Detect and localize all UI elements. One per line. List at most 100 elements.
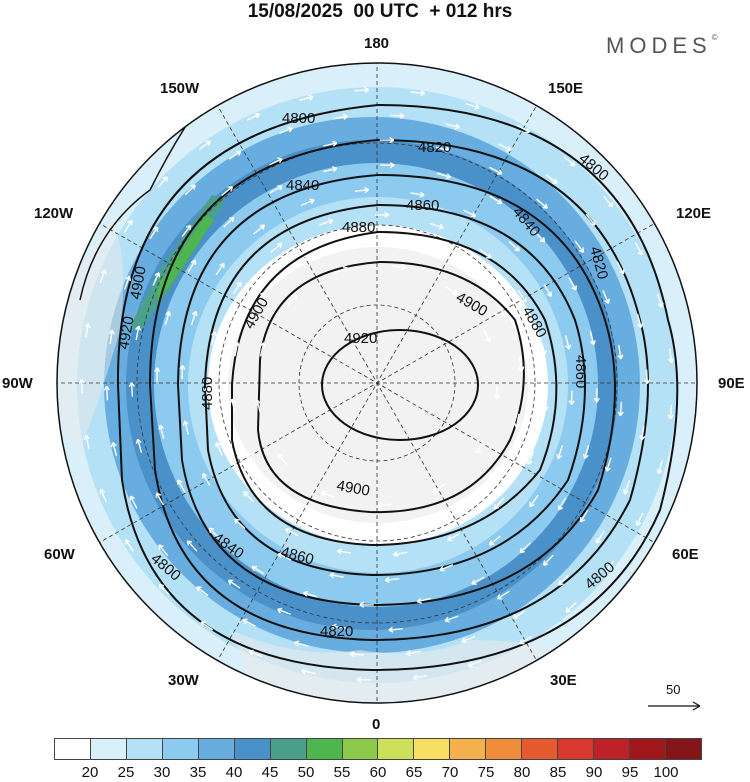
wind-arrow [635,512,644,526]
lon-label-180: 180 [364,35,390,52]
wind-arrow [390,526,405,533]
colorbar-swatch [414,739,451,759]
wind-arrow [228,150,242,160]
wind-arrow [517,289,527,303]
reference-vector-label: 50 [666,682,681,697]
wind-arrow [277,453,288,466]
wind-arrow [152,272,161,286]
wind-arrow [157,176,168,188]
wind-arrow [616,261,625,275]
lon-label-30w: 30W [168,672,199,689]
colorbar-tick-label: 100 [653,764,679,781]
wind-arrow [465,102,480,110]
wind-arrow [84,323,91,338]
colorbar-tick-label: 50 [297,764,315,781]
wind-arrow [585,213,596,226]
lon-label-150w: 150W [160,80,200,97]
wind-arrow [574,240,585,253]
wind-arrow [462,209,477,218]
colorbar-tick-label: 95 [621,764,639,781]
wind-arrow [436,172,452,180]
contour-label: 4840 [286,177,319,194]
wind-arrow [243,490,254,503]
contour-4920 [321,329,479,441]
wind-arrow [429,222,444,230]
wind-arrow [181,224,192,237]
wind-arrow [354,187,370,194]
wind-arrow [259,342,266,357]
wind-arrow [135,325,142,340]
map-boundary [56,62,698,704]
wind-arrow [251,565,265,575]
lon-label-150e: 150E [548,80,584,97]
wind-arrow [604,560,615,573]
wind-arrow [99,488,107,503]
contour-4840 [176,173,616,607]
wind-arrow [177,479,186,493]
graticule [57,63,697,703]
wind-arrow [498,143,512,152]
wind-arrow [542,554,554,566]
wind-arrow [602,290,610,304]
wind-arrow [149,226,159,240]
wind-arrow [349,651,365,658]
wind-arrow [78,378,85,394]
wind-arrow [405,241,421,248]
contour-label: 4820 [320,623,353,640]
wind-arrow [124,539,134,552]
wind-arrow [184,184,196,196]
wind-arrow [565,601,577,613]
contour-label: 4800 [282,110,315,127]
wind-arrow [283,496,297,506]
wind-arrow [508,240,520,252]
wind-arrow [203,386,210,402]
wind-arrow [155,492,165,506]
wind-arrow [296,255,310,265]
wind-arrow [356,676,372,683]
wind-arrow [545,173,558,184]
wind-arrow [634,242,644,256]
brand-name: MODES [606,33,712,58]
wind-arrow [445,123,460,130]
wind-arrow [186,540,198,552]
wind-arrow [331,623,346,630]
colorbar-swatch [486,739,523,759]
wind-arrow [201,473,211,487]
colorbar-swatch [55,739,91,759]
wind-arrow [158,424,165,440]
colorbar-swatch [630,739,666,759]
wind-arrow [322,166,338,173]
wind-arrow [380,162,395,169]
colorbar-swatch [522,739,559,759]
wind-arrow [108,329,115,345]
colorbar-swatch [558,739,595,759]
wind-arrow [579,509,589,523]
contour-4800 [116,103,679,672]
wind-arrow [497,304,507,318]
wind-arrow [334,266,349,274]
colorbar-swatch [198,739,235,759]
wind-arrow [333,113,348,120]
wind-arrow [182,420,190,435]
wind-arrow [644,369,651,385]
wind-arrow [277,552,292,561]
wind-arrow [179,365,186,380]
wind-arrow [233,341,240,357]
wind-arrow [557,497,567,511]
colorbar-tick-label: 25 [117,764,135,781]
colorbar-tick-label: 60 [369,764,387,781]
wind-arrow [392,551,408,558]
wind-arrow [374,211,390,218]
colorbar-tick-label: 65 [405,764,423,781]
wind-arrow [200,621,214,631]
wind-arrow [617,401,624,417]
wind-arrow [277,607,291,615]
wind-arrow [269,185,283,194]
lon-label-0: 0 [372,716,381,733]
wind-arrow [286,294,298,306]
lon-label-90w: 90W [2,375,33,392]
wind-arrow [461,635,476,644]
wind-arrow [227,579,241,589]
colorbar [54,738,702,760]
